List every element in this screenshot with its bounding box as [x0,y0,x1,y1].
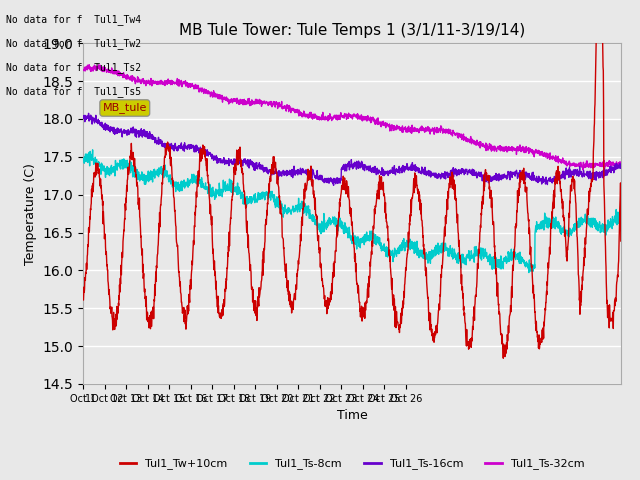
Text: No data for f  Tul1_Ts2: No data for f Tul1_Ts2 [6,62,141,73]
Text: MB_tule: MB_tule [102,103,147,113]
Y-axis label: Temperature (C): Temperature (C) [24,163,37,264]
Legend: Tul1_Tw+10cm, Tul1_Ts-8cm, Tul1_Ts-16cm, Tul1_Ts-32cm: Tul1_Tw+10cm, Tul1_Ts-8cm, Tul1_Ts-16cm,… [115,454,589,474]
X-axis label: Time: Time [337,409,367,422]
Text: No data for f  Tul1_Tw4: No data for f Tul1_Tw4 [6,14,141,25]
Text: No data for f  Tul1_Tw2: No data for f Tul1_Tw2 [6,38,141,49]
Title: MB Tule Tower: Tule Temps 1 (3/1/11-3/19/14): MB Tule Tower: Tule Temps 1 (3/1/11-3/19… [179,23,525,38]
Text: No data for f  Tul1_Ts5: No data for f Tul1_Ts5 [6,86,141,97]
